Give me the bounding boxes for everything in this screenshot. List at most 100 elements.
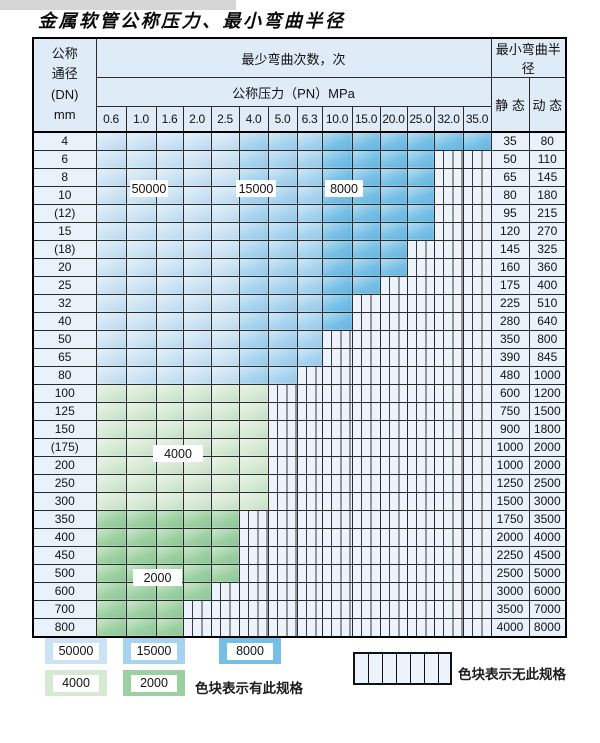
spec-cell-unavailable	[406, 491, 435, 511]
spec-cell-unavailable	[351, 527, 381, 547]
dn-label: 125	[32, 401, 97, 421]
spec-cell-available	[125, 545, 157, 565]
dynamic-radius-value: 2000	[528, 437, 567, 457]
dynamic-radius-value: 1800	[528, 419, 567, 439]
spec-cell-available	[321, 221, 353, 241]
legend-swatch-50000: 50000	[45, 638, 107, 664]
spec-cell-available	[321, 311, 353, 331]
spec-cell-available	[95, 239, 127, 259]
spec-cell-unavailable	[296, 419, 323, 439]
spec-cell-unavailable	[321, 365, 353, 385]
spec-cell-available	[296, 275, 323, 295]
table-row: 10 80 180	[32, 185, 567, 205]
spec-cell-unavailable	[462, 329, 492, 349]
spec-cell-available	[95, 347, 127, 367]
spec-cell-available	[125, 365, 157, 385]
spec-cell-unavailable	[321, 581, 353, 601]
static-radius-value: 120	[490, 221, 530, 241]
spec-cell-unavailable	[406, 347, 435, 367]
spec-cell-unavailable	[462, 599, 492, 619]
bend-count-label-15000: 15000	[236, 180, 276, 197]
pressure-col-header: 1.6	[155, 106, 184, 132]
spec-cell-available	[267, 329, 298, 349]
spec-cell-available	[125, 383, 157, 403]
table-row: 80 480 1000	[32, 365, 567, 385]
spec-cell-available	[155, 347, 184, 367]
spec-cell-available	[95, 455, 127, 475]
spec-cell-available	[321, 239, 353, 259]
spec-cell-available	[210, 311, 240, 331]
dn-label: 600	[32, 581, 97, 601]
spec-cell-available	[210, 365, 240, 385]
bend-times-header: 最少弯曲次数，次	[95, 37, 492, 78]
table-header: 公称 通径 (DN) mm 最少弯曲次数，次 最小弯曲半径 公称压力（PN）MP…	[32, 37, 567, 132]
static-radius-value: 1250	[490, 473, 530, 493]
spec-cell-available	[210, 527, 240, 547]
spec-cell-unavailable	[182, 617, 212, 637]
table-row: 400 2000 4000	[32, 527, 567, 547]
spec-cell-available	[182, 311, 212, 331]
spec-cell-available	[155, 509, 184, 529]
spec-cell-available	[210, 347, 240, 367]
spec-table-wrap: 公称 通径 (DN) mm 最少弯曲次数，次 最小弯曲半径 公称压力（PN）MP…	[32, 37, 568, 638]
table-row: 125 750 1500	[32, 401, 567, 421]
spec-cell-unavailable	[351, 455, 381, 475]
spec-cell-unavailable	[433, 275, 464, 295]
spec-cell-unavailable	[406, 437, 435, 457]
table-row: (12) 95 215	[32, 203, 567, 223]
spec-cell-available	[95, 131, 127, 151]
spec-cell-available	[155, 275, 184, 295]
spec-cell-unavailable	[433, 167, 464, 187]
dn-label: (12)	[32, 203, 97, 223]
table-row: 50 350 800	[32, 329, 567, 349]
spec-cell-available	[351, 203, 381, 223]
spec-cell-available	[406, 167, 435, 187]
spec-cell-unavailable	[462, 347, 492, 367]
spec-cell-unavailable	[321, 545, 353, 565]
table-row: 32 225 510	[32, 293, 567, 313]
spec-cell-unavailable	[433, 239, 464, 259]
spec-cell-available	[182, 509, 212, 529]
dynamic-radius-value: 5000	[528, 563, 567, 583]
spec-cell-unavailable	[462, 203, 492, 223]
table-row: 450 2250 4500	[32, 545, 567, 565]
spec-cell-unavailable	[379, 383, 408, 403]
spec-cell-unavailable	[351, 563, 381, 583]
spec-cell-unavailable	[462, 509, 492, 529]
dynamic-radius-value: 1000	[528, 365, 567, 385]
dynamic-radius-value: 180	[528, 185, 567, 205]
spec-cell-unavailable	[321, 383, 353, 403]
spec-cell-available	[351, 131, 381, 151]
pressure-col-header: 32.0	[433, 106, 464, 132]
dynamic-radius-value: 4000	[528, 527, 567, 547]
spec-cell-unavailable	[379, 563, 408, 583]
spec-cell-available	[406, 185, 435, 205]
spec-cell-available	[379, 257, 408, 277]
dynamic-radius-value: 800	[528, 329, 567, 349]
spec-cell-available	[238, 491, 269, 511]
dynamic-radius-value: 640	[528, 311, 567, 331]
spec-cell-available	[95, 257, 127, 277]
spec-cell-available	[95, 275, 127, 295]
spec-cell-unavailable	[379, 437, 408, 457]
spec-cell-available	[182, 401, 212, 421]
spec-cell-available	[210, 383, 240, 403]
spec-cell-unavailable	[238, 599, 269, 619]
spec-cell-available	[296, 293, 323, 313]
spec-cell-available	[238, 419, 269, 439]
spec-cell-unavailable	[433, 581, 464, 601]
legend-swatch-label: 4000	[53, 674, 99, 692]
spec-cell-available	[95, 437, 127, 457]
spec-cell-unavailable	[267, 473, 298, 493]
spec-cell-available	[351, 149, 381, 169]
spec-cell-unavailable	[267, 617, 298, 637]
table-row: 20 160 360	[32, 257, 567, 277]
spec-cell-unavailable	[351, 473, 381, 493]
spec-cell-unavailable	[321, 617, 353, 637]
spec-cell-unavailable	[267, 437, 298, 457]
dn-header-line: 公称	[51, 45, 78, 61]
dynamic-header: 动 态	[528, 77, 567, 132]
spec-cell-unavailable	[462, 383, 492, 403]
spec-cell-available	[155, 491, 184, 511]
static-radius-value: 4000	[490, 617, 530, 637]
